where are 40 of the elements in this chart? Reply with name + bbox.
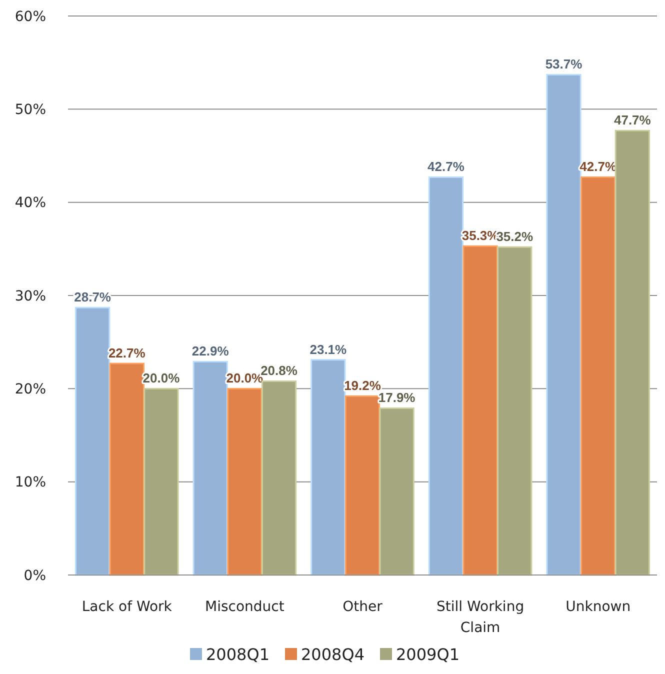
- data-label: 19.2%: [344, 378, 382, 394]
- data-label: 42.7%: [580, 159, 617, 174]
- bar: [546, 74, 582, 576]
- bar: [192, 360, 228, 576]
- x-tick-label: Lack of Work: [82, 599, 173, 615]
- data-label: 53.7%: [545, 56, 583, 72]
- data-label: 20.8%: [260, 363, 298, 378]
- y-tick-label: 50%: [14, 102, 46, 118]
- bar: [109, 362, 144, 576]
- y-tick-label: 40%: [14, 195, 46, 212]
- legend-label: 2008Q4: [301, 645, 364, 664]
- bar: [580, 176, 616, 576]
- y-tick-label: 30%: [14, 288, 46, 304]
- legend-label: 2008Q1: [206, 645, 270, 664]
- data-label: 35.2%: [496, 229, 534, 244]
- data-label: 42.7%: [428, 159, 465, 174]
- bar: [379, 407, 414, 576]
- x-tick-label: Still Working Claim: [436, 599, 524, 636]
- bar: [75, 306, 110, 576]
- bar: [428, 176, 464, 576]
- x-tick-label: Unknown: [566, 599, 631, 615]
- data-label: 22.9%: [192, 344, 230, 359]
- bar: [227, 388, 262, 576]
- bar: [344, 395, 380, 576]
- y-tick-label: 20%: [14, 382, 46, 398]
- x-tick-label: Misconduct: [205, 599, 285, 615]
- data-label: 23.1%: [310, 342, 348, 357]
- y-tick-label: 0%: [24, 568, 46, 584]
- y-tick-label: 10%: [14, 474, 46, 491]
- bar: [462, 245, 498, 576]
- legend-label: 2009Q1: [396, 645, 460, 664]
- bar: [261, 380, 297, 576]
- data-label: 47.7%: [614, 112, 652, 128]
- bar: [614, 130, 650, 576]
- x-tick-label: Other: [342, 599, 383, 615]
- bar: [310, 359, 346, 576]
- data-label: 22.7%: [108, 346, 146, 361]
- bar: [497, 246, 532, 576]
- y-tick-label: 60%: [14, 8, 46, 25]
- bar: [144, 388, 179, 576]
